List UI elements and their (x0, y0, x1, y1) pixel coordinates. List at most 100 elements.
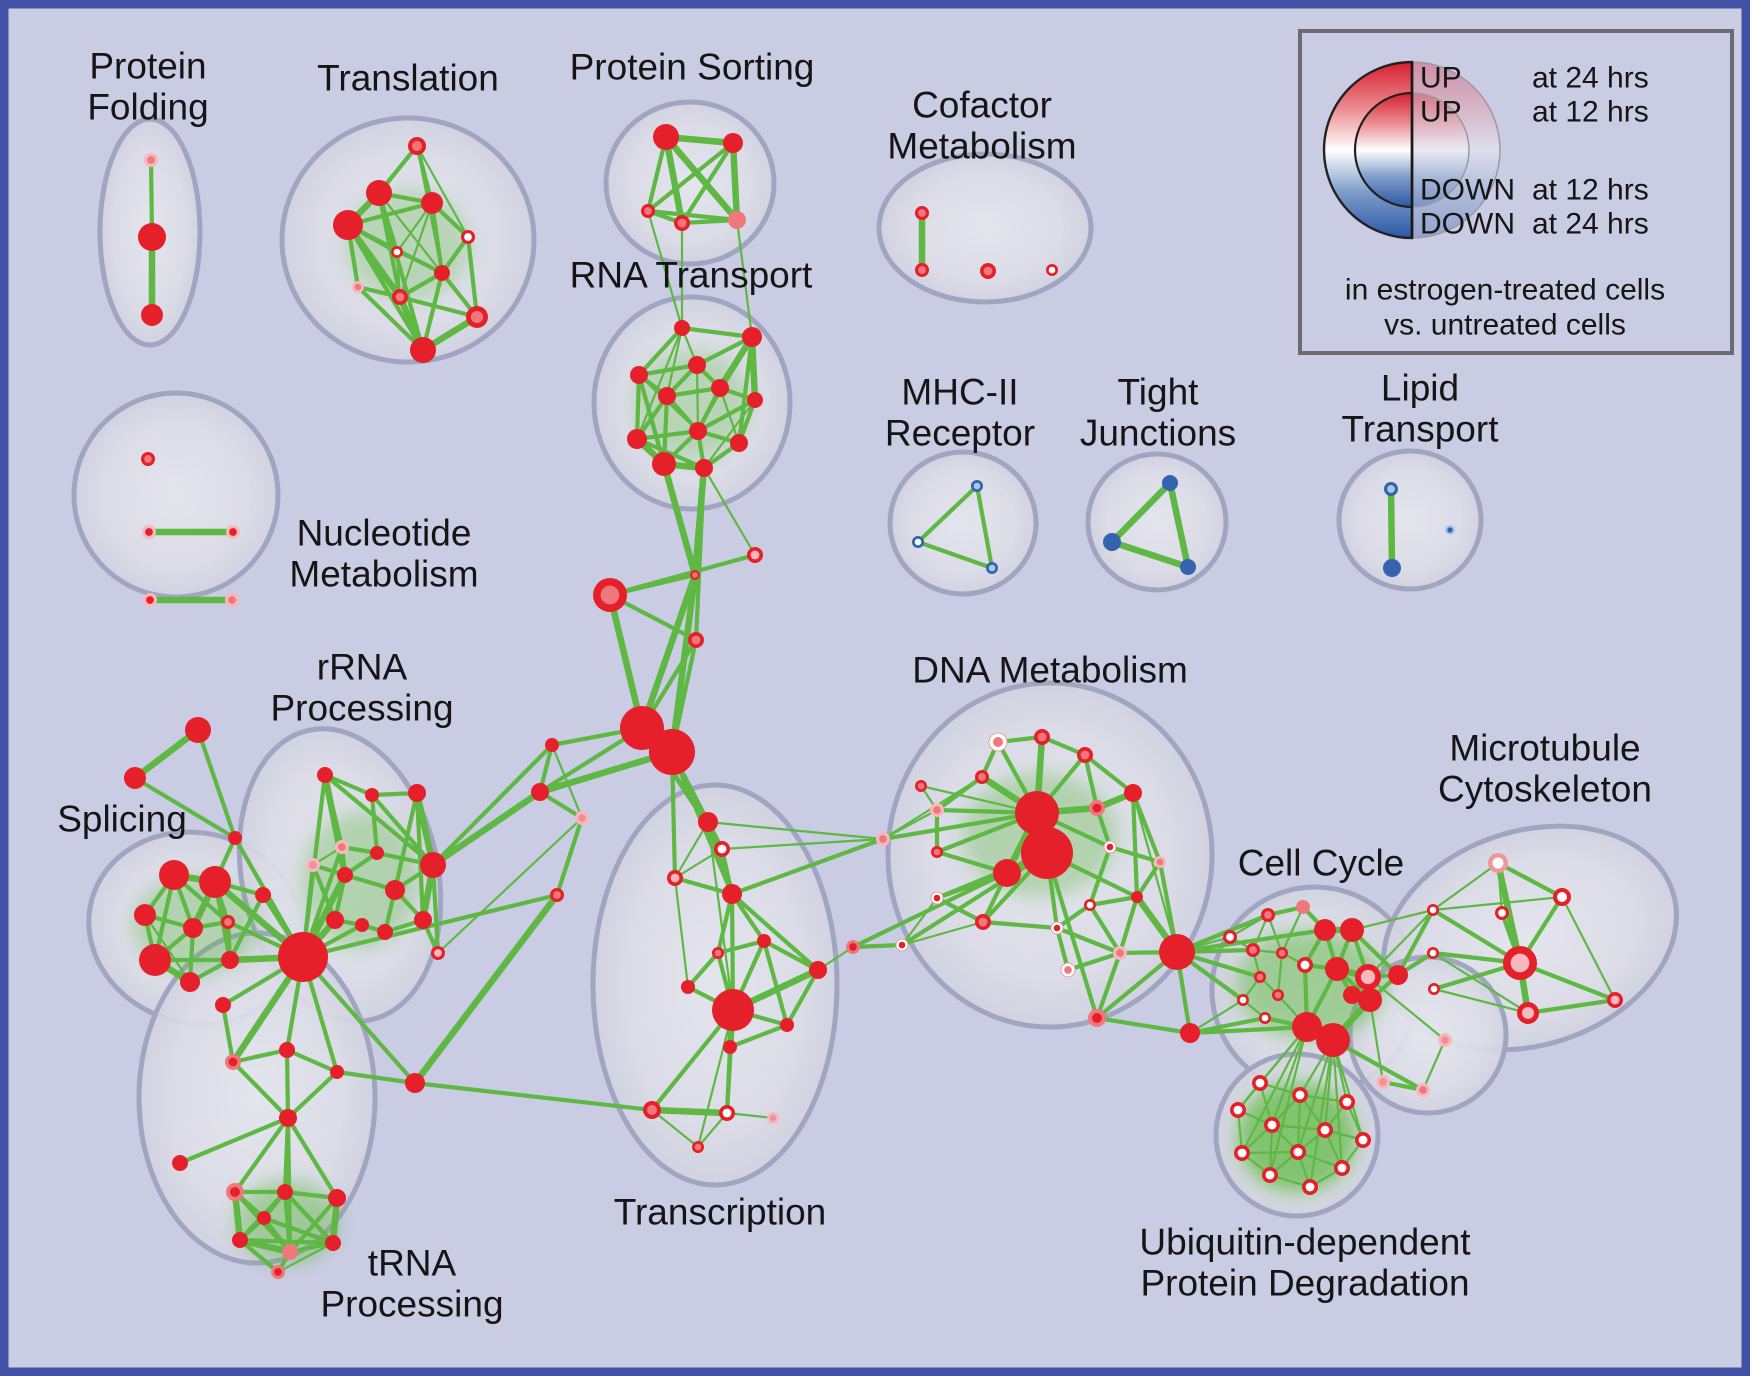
gene-node-ring (257, 1211, 271, 1225)
gene-node (1103, 533, 1121, 551)
gene-node (915, 206, 929, 220)
gene-node (337, 867, 353, 883)
green-density-blob (1235, 930, 1385, 1040)
gene-node (630, 366, 648, 384)
network-edge (702, 466, 757, 557)
network-edge (635, 326, 684, 441)
gene-node (971, 480, 983, 492)
gene-node (692, 1141, 704, 1153)
gene-node-core (647, 1105, 657, 1115)
legend-entry-text: DOWN (1420, 174, 1515, 207)
gene-node (408, 137, 426, 155)
gene-node (930, 803, 944, 817)
cluster-protein-sorting-region (603, 99, 777, 267)
network-edge (550, 743, 584, 820)
network-edge (177, 1115, 291, 1166)
gene-node-ring (328, 1189, 346, 1207)
gene-node-core (1092, 1013, 1102, 1023)
gene-node-core (1037, 732, 1047, 742)
gene-node-ring (698, 812, 718, 832)
network-edge (284, 1047, 340, 1075)
gene-node-core (1116, 949, 1124, 957)
network-edge (645, 208, 740, 223)
gene-node-core (917, 782, 925, 790)
gene-node (688, 356, 706, 374)
gene-node (809, 961, 827, 979)
network-edge (322, 772, 375, 798)
gene-node (1276, 947, 1288, 959)
network-edge (1296, 1093, 1302, 1154)
network-edge (727, 1022, 790, 1050)
cluster-lipid-transport-label: Transport (1342, 409, 1500, 450)
network-edge (1560, 895, 1617, 1002)
gene-node-ring (159, 860, 189, 890)
gene-node-core (1557, 892, 1567, 902)
gene-node (1427, 904, 1439, 916)
gene-node (434, 265, 450, 281)
network-edge (645, 140, 736, 214)
gene-node (722, 884, 742, 904)
gene-node-core (898, 941, 906, 949)
gene-node-ring (1314, 919, 1336, 941)
gene-node-core (1430, 985, 1438, 993)
gene-node-ring (278, 932, 328, 982)
network-edge (899, 850, 1050, 948)
network-edge (1270, 1025, 1309, 1127)
gene-node (930, 891, 944, 905)
network-edge (310, 862, 338, 923)
gene-node-ring (141, 304, 163, 326)
gene-node (134, 904, 156, 926)
network-edge (430, 862, 441, 956)
gene-node (643, 1101, 661, 1119)
gene-node (980, 263, 996, 279)
legend-caption-text: in estrogen-treated cells (1345, 274, 1665, 307)
gene-node-ring (180, 972, 200, 992)
network-edge (679, 217, 740, 226)
gene-node (712, 947, 724, 959)
gene-node-ring (199, 866, 231, 898)
gene-node-ring (688, 356, 706, 374)
gene-node (1384, 482, 1398, 496)
gene-node (1290, 1144, 1306, 1160)
cluster-transcription-region (590, 782, 840, 1188)
gene-node (698, 812, 718, 832)
network-edge (1276, 951, 1284, 997)
gene-node (1314, 919, 1336, 941)
network-edge (430, 742, 555, 868)
network-edge (729, 891, 821, 973)
gene-node (1034, 729, 1050, 745)
gene-node (1254, 971, 1266, 983)
cluster-splicing-label: Splicing (57, 799, 187, 840)
gene-node-core (1278, 949, 1286, 957)
gene-node-ring (232, 1232, 248, 1248)
network-edge (646, 209, 684, 330)
gene-node-ring (652, 452, 676, 476)
gene-node (271, 1265, 285, 1279)
gene-node-core (393, 248, 401, 256)
gene-node (355, 918, 369, 932)
network-edge (1240, 1150, 1300, 1155)
gene-node-ring (1388, 965, 1408, 985)
network-edge (880, 810, 1040, 842)
network-edge (392, 790, 420, 893)
network-edge (1296, 1038, 1335, 1154)
gene-node (730, 434, 748, 452)
gene-node (846, 940, 860, 954)
gene-node (183, 918, 203, 938)
gene-node (1340, 918, 1364, 942)
gene-node (1297, 957, 1313, 973)
network-edge (1187, 1024, 1310, 1036)
gene-node (1358, 988, 1382, 1012)
network-edge (634, 428, 701, 442)
cluster-dna-metabolism-label: DNA Metabolism (912, 650, 1188, 691)
network-edge (436, 816, 584, 955)
gene-node-ring (1124, 784, 1142, 802)
network-edge (397, 294, 480, 320)
gene-node (335, 840, 349, 854)
gene-node (742, 327, 762, 347)
gene-node (1124, 784, 1142, 802)
gene-node-ring (330, 1065, 344, 1079)
network-edge (1331, 1038, 1344, 1170)
gene-node (993, 859, 1021, 887)
